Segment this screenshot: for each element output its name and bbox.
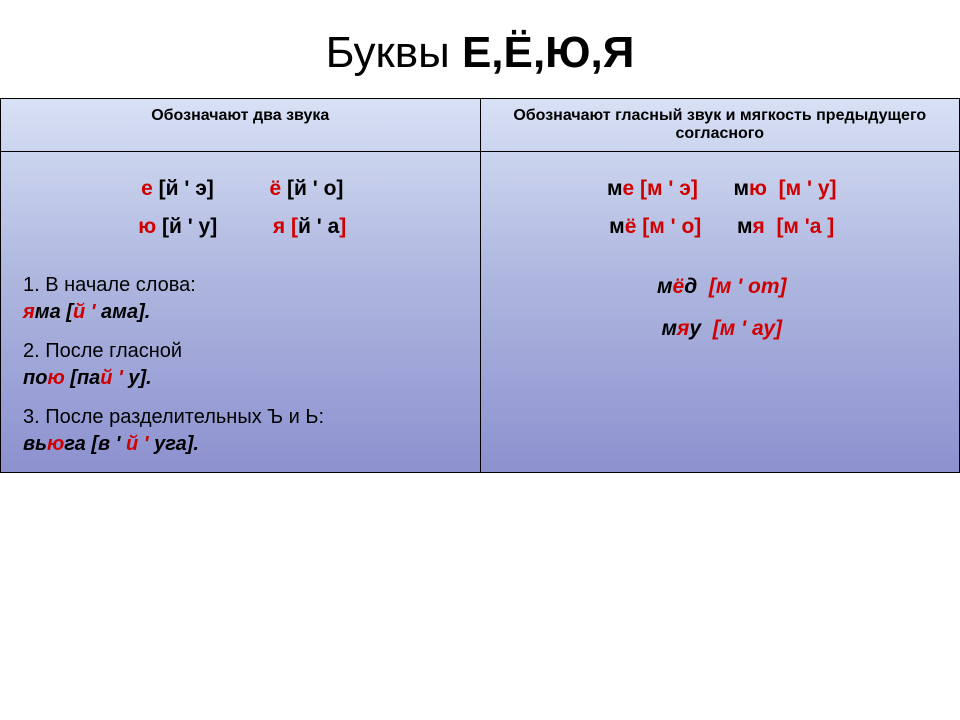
pair-em: ю <box>749 177 767 200</box>
pair-letter: я <box>273 215 285 238</box>
pair-em: е <box>623 177 635 200</box>
pair-trans: [м ' о] <box>642 215 701 238</box>
ex-word: мяу <box>661 317 701 340</box>
header-left: Обозначают два звука <box>1 99 481 152</box>
rule-word: пою <box>23 367 65 389</box>
left-pairs: е [й ' э] ё [й ' о] ю [й ' у] я [й ' а] <box>23 162 462 260</box>
cell-right: ме [м ' э] мю [м ' у] мё [м ' о] мя [м '… <box>480 152 960 473</box>
pair-pre: м <box>737 215 753 238</box>
pair-pre: м <box>607 177 623 200</box>
pair-trans: й ' а <box>298 215 339 238</box>
rule-trans: [пай ' у]. <box>70 367 151 389</box>
rule-label: 3. После разделительных Ъ и Ь: <box>23 404 462 431</box>
rule-3: 3. После разделительных Ъ и Ь: вьюга [в … <box>23 404 462 458</box>
rule-trans: [в ' й ' уга]. <box>91 433 199 455</box>
pair-em: ё <box>625 215 637 238</box>
rule-trans: [й ' ама]. <box>66 301 150 323</box>
pair-trans: [м ' у] <box>779 177 837 200</box>
right-pairs: ме [м ' э] мю [м ' у] мё [м ' о] мя [м '… <box>503 162 942 260</box>
pair-pre: м <box>734 177 750 200</box>
pair-trans: [й ' у] <box>162 215 217 238</box>
pair-em: я <box>753 215 765 238</box>
rule-1: 1. В начале слова: яма [й ' ама]. <box>23 272 462 326</box>
main-table: Обозначают два звука Обозначают гласный … <box>0 98 960 473</box>
title-prefix: Буквы <box>326 28 462 77</box>
pair-trans: [м 'а ] <box>776 215 834 238</box>
ex-trans: [м ' ау] <box>713 317 782 340</box>
pair-trans: [й ' о] <box>287 177 343 200</box>
table-region: Обозначают два звука Обозначают гласный … <box>0 98 960 473</box>
right-examples: мёд [м ' оm] мяу [м ' ау] <box>503 260 942 350</box>
open-bracket: [ <box>291 215 298 238</box>
rule-label: 1. В начале слова: <box>23 272 462 299</box>
cell-left: е [й ' э] ё [й ' о] ю [й ' у] я [й ' а] … <box>1 152 481 473</box>
title-bold: Е,Ё,Ю,Я <box>462 28 634 77</box>
rule-2: 2. После гласной пою [пай ' у]. <box>23 338 462 392</box>
page-title: Буквы Е,Ё,Ю,Я <box>0 0 960 98</box>
header-right: Обозначают гласный звук и мягкость преды… <box>480 99 960 152</box>
pair-trans: [м ' э] <box>640 177 698 200</box>
pair-letter: ю <box>138 215 156 238</box>
close-bracket: ] <box>339 215 346 238</box>
ex-trans: [м ' оm] <box>709 275 787 298</box>
pair-trans: [й ' э] <box>159 177 214 200</box>
rule-word: яма <box>23 301 61 323</box>
pair-pre: м <box>609 215 625 238</box>
pair-letter: е <box>141 177 153 200</box>
rule-word: вьюга <box>23 433 86 455</box>
pair-letter: ё <box>269 177 281 200</box>
ex-word: мёд <box>657 275 697 298</box>
rule-label: 2. После гласной <box>23 338 462 365</box>
